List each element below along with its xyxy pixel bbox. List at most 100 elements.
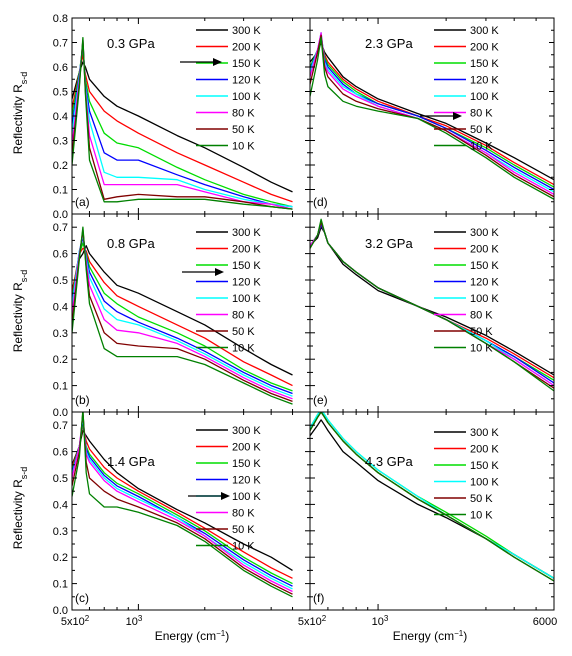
panel-letter-label: (e) (313, 393, 328, 407)
series-line-50K (310, 412, 554, 582)
y-tick-label: 0.0 (53, 209, 68, 221)
y-tick-label: 0.4 (53, 499, 68, 511)
y-tick-label: 0.1 (53, 185, 68, 197)
series-line-200K (310, 412, 554, 579)
series-group (72, 412, 293, 598)
legend-entry-label: 100 K (470, 293, 499, 305)
legend-entry-label: 120 K (232, 475, 261, 487)
series-line-150K (72, 46, 293, 208)
series-line-120K (310, 223, 554, 384)
y-tick-label: 0.4 (53, 301, 68, 313)
x-tick-label-1000-right: 103 (372, 614, 389, 629)
x-axis-label-main: Energy (cm (155, 629, 216, 643)
panel-f: (f) 4.3 GPa 300 K 200 K 150 K 100 K 50 K 10 K (309, 411, 555, 611)
legend-entry-label: 80 K (470, 108, 493, 120)
series-line-300K (72, 429, 293, 571)
series-line-50K (310, 34, 554, 198)
series-line-200K (72, 247, 293, 387)
series-line-150K (310, 223, 554, 381)
y-tick-label: 0.7 (53, 38, 68, 50)
legend-entry-label: 300 K (470, 227, 499, 239)
y-tick-label: 0.6 (53, 249, 68, 261)
legend-entry-label: 150 K (232, 458, 261, 470)
legend-entry-label: 120 K (232, 277, 261, 289)
legend-entry-label: 50 K (232, 326, 255, 338)
legend-entry-label: 100 K (232, 91, 261, 103)
y-tick-label: 0.4 (53, 111, 68, 123)
x-tick-label-exponent: 3 (384, 614, 389, 623)
series-line-10K (72, 36, 293, 210)
y-tick-label: 0.2 (53, 552, 68, 564)
series-line-50K (72, 229, 293, 403)
series-line-80K (72, 231, 293, 400)
y-tick-label: 0.3 (53, 136, 68, 148)
temperature-arrow-head (453, 112, 462, 120)
x-tick-label-base: 5x10 (298, 616, 322, 628)
legend-entry-label: 50 K (232, 124, 255, 136)
series-line-10K (310, 36, 554, 200)
x-tick-label-exponent: 3 (138, 614, 143, 623)
legend-entry-label: 150 K (470, 58, 499, 70)
legend-entry-label: 80 K (232, 508, 255, 520)
x-tick-label-base: 10 (372, 616, 384, 628)
y-tick-label: 0.0 (53, 407, 68, 419)
legend-entry-label: 100 K (232, 293, 261, 305)
series-line-150K (72, 242, 293, 392)
y-axis-label-main: Reflectivity R (11, 479, 25, 549)
legend-entry-label: 150 K (470, 460, 499, 472)
y-tick-label: 0.2 (53, 160, 68, 172)
pressure-label: 4.3 GPa (365, 454, 413, 469)
x-tick-label-exponent: 2 (85, 614, 90, 623)
panel-c: 0.0 0.1 0.2 0.3 0.4 0.5 0.6 0.7 (c) 1.4 GPa 300 K 2… (53, 411, 311, 617)
legend-entry-label: 80 K (232, 310, 255, 322)
series-group (310, 412, 554, 582)
pressure-label: 3.2 GPa (365, 236, 413, 251)
y-axis-label-subscript: s-d (19, 72, 29, 85)
panel-letter-label: (f) (313, 591, 324, 605)
temperature-arrow-head (221, 492, 230, 500)
series-line-150K (310, 412, 554, 579)
y-axis-label-subscript: s-d (19, 467, 29, 480)
legend-entry-label: 300 K (470, 25, 499, 37)
temperature-arrow-head (215, 268, 224, 276)
series-line-50K (72, 412, 293, 595)
pressure-label: 0.8 GPa (107, 236, 155, 251)
legend-entry-label: 50 K (470, 124, 493, 136)
panel-letter-label: (b) (75, 393, 90, 407)
x-axis-label-superscript: −1 (454, 629, 464, 638)
pressure-label: 1.4 GPa (107, 454, 155, 469)
series-line-300K (72, 245, 293, 376)
y-tick-label: 0.1 (53, 381, 68, 393)
panel-a: 0.0 0.1 0.2 0.3 0.4 0.5 0.6 0.7 0.8 (a) 0.3 GPa 300… (53, 13, 311, 221)
y-tick-label: 0.5 (53, 87, 68, 99)
legend-entry-label: 10 K (470, 141, 493, 153)
x-tick-label-exponent: 2 (322, 614, 327, 623)
pressure-label: 0.3 GPa (107, 36, 155, 51)
series-group (310, 32, 554, 200)
legend-entry-label: 80 K (470, 310, 493, 322)
y-axis-label-row2: Reflectivity Rs-d (11, 270, 29, 353)
legend-entry-label: 200 K (232, 244, 261, 256)
series-line-100K (310, 412, 554, 579)
panel-grid: 0.0 0.1 0.2 0.3 0.4 0.5 0.6 0.7 0.8 (a) 0.3 GPa 300… (53, 13, 555, 617)
y-axis-label-main: Reflectivity R (11, 282, 25, 352)
panel-letter-label: (d) (313, 195, 328, 209)
legend-entry-label: 150 K (470, 260, 499, 272)
x-tick-label-base: 5x10 (61, 616, 85, 628)
legend-entry-label: 300 K (232, 25, 261, 37)
series-line-10K (310, 218, 554, 392)
series-line-10K (72, 412, 293, 598)
y-axis-label-subscript: s-d (19, 270, 29, 283)
legend-entry-label: 50 K (232, 524, 255, 536)
panel-e: (e) 3.2 GPa 300 K 200 K 150 K 120 K 100 K 80 K 5… (309, 213, 555, 413)
x-axis-label-right: Energy (cm−1) (393, 629, 467, 644)
y-tick-label: 0.8 (53, 13, 68, 25)
legend-entry-label: 200 K (470, 244, 499, 256)
series-line-300K (72, 61, 293, 193)
x-axis-label-main: Energy (cm (393, 629, 454, 643)
legend-entry-label: 10 K (232, 343, 255, 355)
y-axis-label-row1: Reflectivity Rs-d (11, 72, 29, 155)
series-line-10K (72, 226, 293, 405)
x-axis-label-end: ) (463, 629, 467, 643)
pressure-label: 2.3 GPa (365, 36, 413, 51)
